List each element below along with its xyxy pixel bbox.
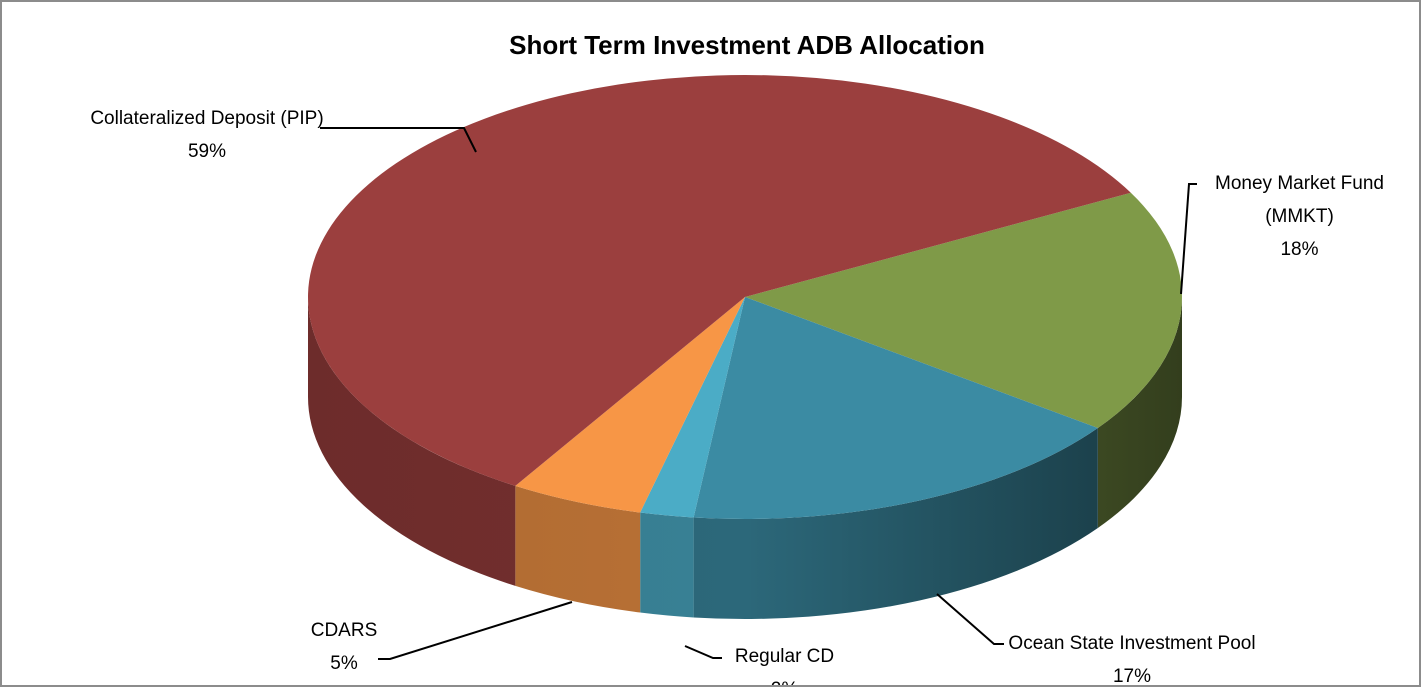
leader-line bbox=[320, 127, 477, 153]
category-label: Collateralized Deposit (PIP) bbox=[90, 108, 324, 129]
slice-side bbox=[1097, 297, 1182, 528]
leader-line bbox=[936, 593, 1004, 645]
slice bbox=[308, 75, 1131, 486]
chart-title: Short Term Investment ADB Allocation bbox=[509, 30, 985, 60]
value-label: 5% bbox=[330, 653, 358, 674]
data-label: Collateralized Deposit (PIP) 59% bbox=[87, 102, 327, 168]
category-label: CDARS bbox=[310, 620, 378, 641]
data-label: Ocean State Investment Pool 17% bbox=[1007, 627, 1257, 687]
leader-line bbox=[378, 601, 573, 660]
slice-side bbox=[308, 297, 516, 586]
value-label: 59% bbox=[187, 141, 227, 162]
data-label: Money Market Fund (MMKT) 18% bbox=[1197, 167, 1402, 266]
value-label: 2% bbox=[722, 673, 847, 685]
slice-side bbox=[693, 427, 1098, 619]
slice bbox=[693, 297, 1098, 519]
value-label: 18% bbox=[1280, 239, 1319, 260]
data-label: CDARS 5% bbox=[294, 614, 394, 680]
data-label: Regular CD 2% bbox=[722, 640, 847, 685]
category-label: Regular CD bbox=[734, 646, 835, 667]
slice-side bbox=[640, 512, 694, 618]
slice bbox=[640, 297, 745, 518]
slice bbox=[745, 192, 1182, 428]
category-label: Ocean State Investment Pool bbox=[1008, 633, 1256, 654]
leader-line bbox=[684, 645, 722, 659]
slice-side bbox=[515, 485, 641, 613]
value-label: 17% bbox=[1112, 666, 1152, 687]
leader-line bbox=[1180, 183, 1197, 295]
slice bbox=[515, 297, 745, 513]
category-label: Money Market Fund (MMKT) bbox=[1215, 173, 1384, 227]
